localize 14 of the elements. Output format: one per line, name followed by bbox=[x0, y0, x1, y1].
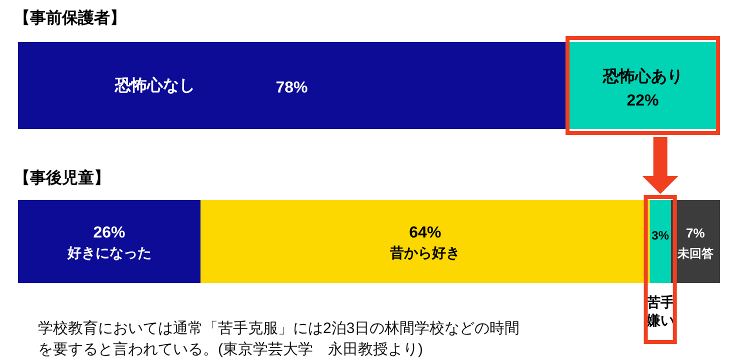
data-label: 7% bbox=[686, 226, 706, 240]
series-label: 昔から好き bbox=[389, 244, 460, 260]
series-label: 恐怖心なし bbox=[114, 76, 195, 94]
chart-title: 【事後児童】 bbox=[14, 168, 110, 187]
data-label: 22% bbox=[626, 92, 659, 110]
data-label: 78% bbox=[276, 80, 308, 96]
series-label: 好きになった bbox=[66, 244, 152, 260]
text: 学校教育においては通常「苦手克服」には2泊3日の林間学校などの時間を要すると言われている。(東京学芸大学 永田教授より) bbox=[38, 319, 521, 360]
chart-title: 【事前保護者】 bbox=[14, 9, 126, 27]
series-label: 恐怖心あり bbox=[602, 66, 683, 86]
data-label: 64% bbox=[409, 224, 442, 242]
data-label: 26% bbox=[93, 224, 126, 242]
data-label: 3% bbox=[652, 228, 670, 242]
series-label: 未回答 bbox=[676, 246, 714, 260]
